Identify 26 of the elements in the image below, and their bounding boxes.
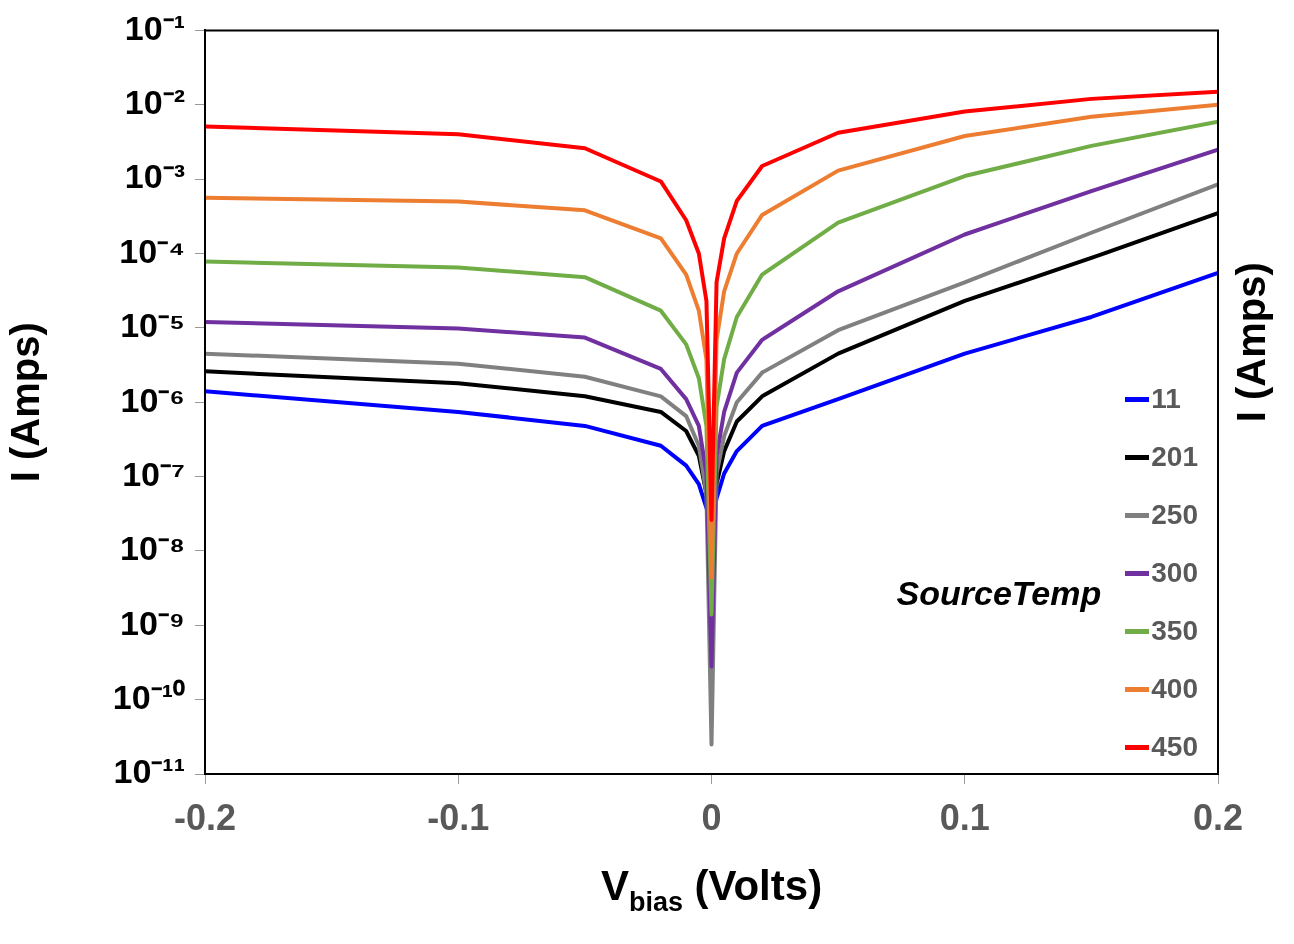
x-tick-label: 0.2 <box>1192 796 1244 838</box>
y-tick-label: 10⁻⁴ <box>119 231 185 270</box>
legend-label: 300 <box>1151 557 1198 589</box>
y-tick-label: 10⁻⁶ <box>120 380 185 419</box>
y-tick-label: 10⁻⁸ <box>120 529 185 568</box>
y-tick-label: 10⁻² <box>124 83 185 122</box>
y2-axis-title: I (Amps) <box>1229 262 1274 423</box>
legend-label: 250 <box>1151 499 1198 531</box>
x-tick-label: 0.1 <box>939 796 990 838</box>
y-tick-label: 10⁻⁷ <box>122 454 185 493</box>
legend-label: 11 <box>1151 383 1181 415</box>
y-tick-label: 10⁻¹¹ <box>113 752 185 791</box>
legend-title: SourceTemp <box>896 573 1102 613</box>
y-tick-label: 10⁻⁹ <box>120 603 185 642</box>
legend-label: 201 <box>1151 441 1198 473</box>
x-tick-label: -0.1 <box>427 796 490 838</box>
x-tick-label: 0 <box>701 796 722 838</box>
legend-label: 450 <box>1151 731 1198 763</box>
y-tick-label: 10⁻¹⁰ <box>112 678 185 717</box>
y-axis-title: I (Amps) <box>3 322 48 483</box>
y-tick-label: 10⁻⁵ <box>120 306 185 345</box>
x-tick-label: -0.2 <box>173 796 237 838</box>
legend-label: 400 <box>1151 673 1198 705</box>
legend-label: 350 <box>1151 615 1198 647</box>
y-tick-label: 10⁻³ <box>124 157 185 196</box>
y-tick-label: 10⁻¹ <box>124 8 185 47</box>
